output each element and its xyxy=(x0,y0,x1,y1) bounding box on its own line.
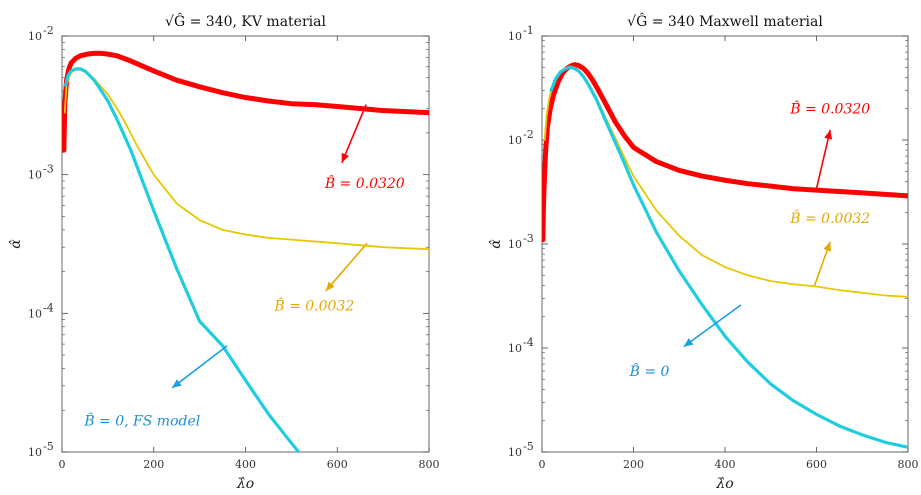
annotation-arrow-head xyxy=(824,129,833,140)
x-tick-label: 200 xyxy=(143,458,164,471)
y-tick-exponent: -1 xyxy=(523,24,534,37)
x-tick-label: 0 xyxy=(539,458,546,471)
series-group xyxy=(542,62,908,449)
annotation-arrow-head xyxy=(172,379,182,388)
y-tick-exponent: -2 xyxy=(43,24,54,37)
annotation-arrow-head xyxy=(683,338,694,347)
y-tick-exponent: -3 xyxy=(43,163,54,176)
series-line-1 xyxy=(542,62,908,243)
x-tick-label: 800 xyxy=(898,458,919,471)
annotation-label: B̂ = 0, FS model xyxy=(83,412,200,430)
y-tick-label: 10 xyxy=(508,238,522,251)
series-line-3 xyxy=(549,65,908,449)
annotation-arrow-line xyxy=(683,304,742,348)
annotation-label: B̂ = 0.0320 xyxy=(324,175,405,193)
x-axis-label: λ̂o xyxy=(236,476,254,492)
x-tick-label: 0 xyxy=(59,458,66,471)
y-axis-label: α̂ xyxy=(8,239,24,249)
chart-title: √Ĝ = 340, KV material xyxy=(165,12,326,30)
x-tick-label: 600 xyxy=(327,458,348,471)
y-tick-label: 10 xyxy=(508,30,522,43)
x-tick-label: 200 xyxy=(623,458,644,471)
y-tick-label: 10 xyxy=(28,307,42,320)
y-tick-exponent: -4 xyxy=(523,336,534,349)
x-tick-label: 400 xyxy=(235,458,256,471)
x-tick-label: 800 xyxy=(419,458,440,471)
series-line-1 xyxy=(62,50,429,153)
y-tick-label: 10 xyxy=(28,30,42,43)
y-tick-label: 10 xyxy=(508,342,522,355)
series-line-3 xyxy=(64,67,301,452)
y-tick-label: 10 xyxy=(508,134,522,147)
y-axis-label: α̂ xyxy=(488,239,504,249)
series-group xyxy=(62,50,429,452)
annotation-arrow-line xyxy=(171,345,228,389)
chart-title: √Ĝ = 340 Maxwell material xyxy=(627,12,823,30)
annotation-arrow-line xyxy=(815,129,832,189)
y-tick-label: 10 xyxy=(28,446,42,459)
annotation-arrow-head xyxy=(325,281,335,291)
annotation-arrow-head xyxy=(823,241,831,252)
annotation-arrow-head xyxy=(341,152,350,163)
y-tick-exponent: -3 xyxy=(523,232,534,245)
y-tick-label: 10 xyxy=(508,446,522,459)
y-tick-exponent: -2 xyxy=(523,128,534,141)
y-tick-exponent: -5 xyxy=(523,440,534,453)
x-axis-label: λ̂o xyxy=(715,476,733,492)
annotation-label: B̂ = 0.0032 xyxy=(273,297,354,315)
annotation-label: B̂ = 0 xyxy=(629,362,670,380)
annotation-label: B̂ = 0.0320 xyxy=(789,100,870,118)
x-tick-label: 400 xyxy=(715,458,736,471)
y-tick-exponent: -4 xyxy=(43,301,54,314)
annotation-arrow-line xyxy=(325,242,368,292)
y-tick-exponent: -5 xyxy=(43,440,54,453)
annotation-arrow-line xyxy=(341,104,367,164)
y-tick-label: 10 xyxy=(28,169,42,182)
annotation-label: B̂ = 0.0032 xyxy=(789,209,870,227)
x-tick-label: 600 xyxy=(806,458,827,471)
